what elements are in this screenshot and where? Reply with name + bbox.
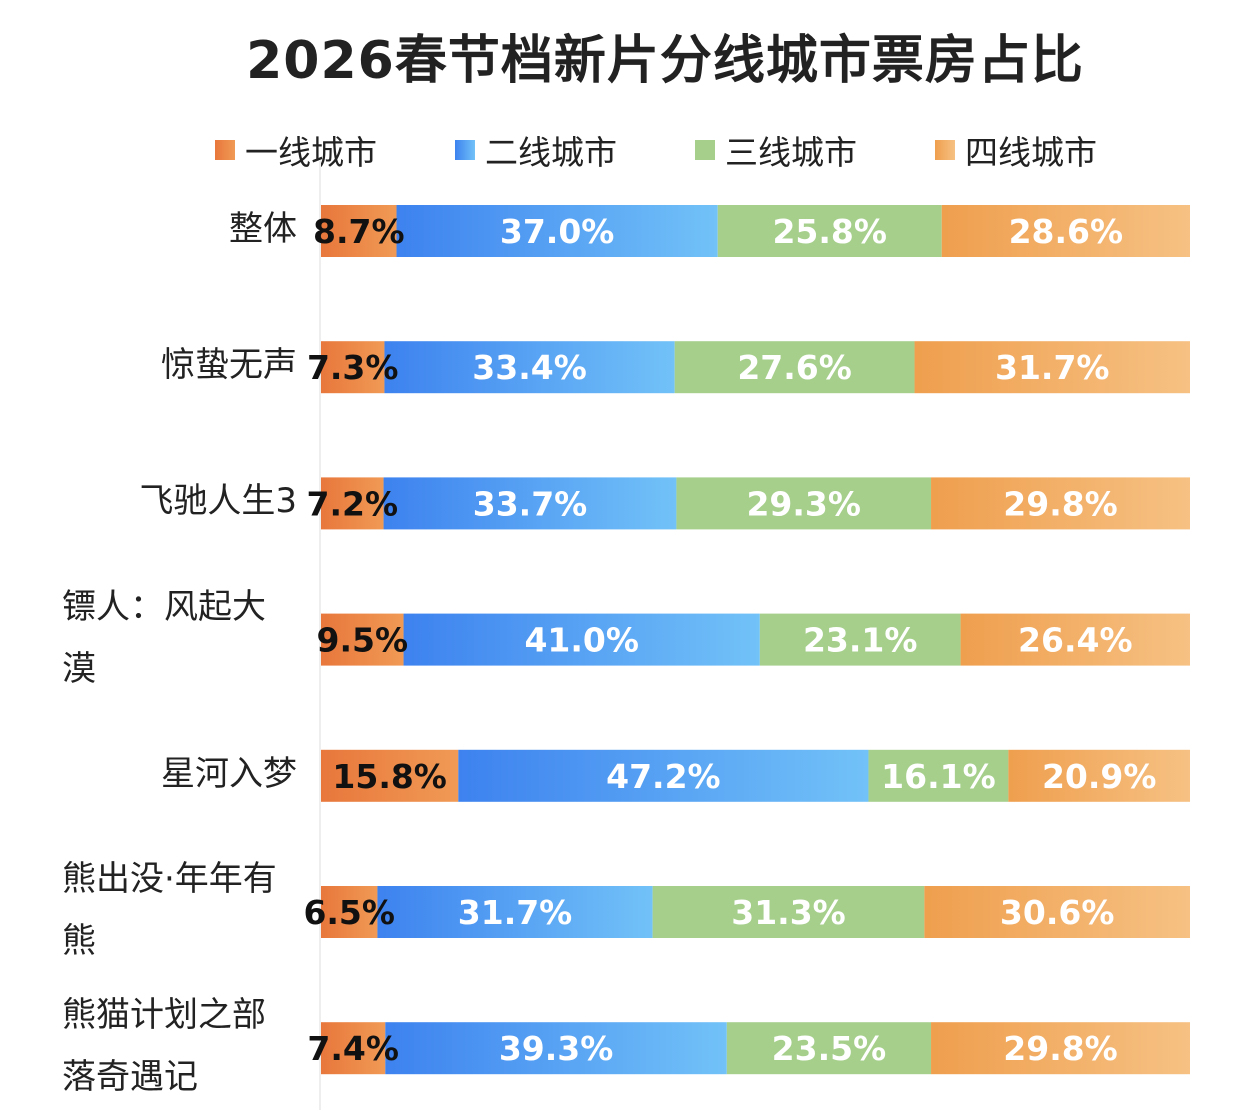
bar-segment [674,341,915,394]
data-label: 9.5% [317,621,409,660]
legend: 一线城市 二线城市 三线城市 四线城市 [215,126,1175,174]
category-label-text: 星河入梦 [161,753,297,794]
legend-label: 三线城市 [725,133,857,172]
bar-segment [321,341,385,394]
bar-segment [377,886,653,938]
chart-title: 2026春节档新片分线城市票房占比 [246,31,1084,91]
bar-segment [960,613,1190,666]
legend-label: 二线城市 [485,133,617,172]
data-label: 30.6% [1000,893,1115,932]
category-label-text: 镖人：风起大漠 [62,586,266,689]
category-label: 熊猫计划之部落奇遇记 [62,984,297,1108]
data-label: 33.7% [473,484,588,523]
data-label: 29.3% [746,484,861,523]
data-label: 7.4% [307,1029,399,1068]
bar-segment [321,886,378,938]
data-label: 31.3% [731,893,846,932]
legend-item: 二线城市 [455,126,695,174]
legend-swatch [695,140,715,160]
data-label: 23.1% [803,621,918,660]
data-label: 15.8% [332,757,447,796]
category-label-text: 整体 [229,209,297,249]
category-label: 惊蛰无声 [62,334,297,396]
bar-segment [321,749,459,802]
category-label-text: 熊出没·年年有熊 [62,859,277,961]
data-label: 20.9% [1042,757,1157,796]
data-label: 6.5% [303,893,395,932]
bar-segment [458,749,869,802]
bar-segment [868,749,1009,802]
category-label: 整体 [62,198,297,260]
data-label: 7.3% [307,348,399,387]
legend-swatch [455,140,475,160]
data-label: 25.8% [772,212,887,251]
data-label: 31.7% [995,348,1110,387]
legend-item: 三线城市 [695,126,935,174]
bar-segment [652,886,925,938]
category-label-text: 飞驰人生3 [139,481,297,522]
data-label: 29.8% [1003,484,1118,523]
bar-segment [403,613,760,666]
category-label-text: 熊猫计划之部落奇遇记 [62,995,266,1098]
data-label: 23.5% [772,1029,887,1068]
data-label: 7.2% [307,484,399,523]
data-label: 37.0% [500,212,615,251]
legend-swatch [215,140,235,160]
data-label: 28.6% [1009,212,1124,251]
data-label: 31.7% [458,893,573,932]
legend-swatch [935,140,955,160]
data-label: 27.6% [737,348,852,387]
bar-segment [385,1022,727,1075]
bar-segment [321,477,384,530]
bar-segment [321,613,404,666]
bar-segment [726,1022,932,1075]
bar-segment [396,205,718,257]
category-label: 飞驰人生3 [62,470,297,532]
data-label: 8.7% [313,212,405,251]
data-label: 41.0% [524,621,639,660]
data-label: 16.1% [881,757,996,796]
data-label: 39.3% [499,1029,614,1068]
bar-segment [941,205,1190,257]
legend-item: 一线城市 [215,126,455,174]
bar-segment [931,1022,1190,1075]
bar-segment [759,613,961,666]
category-label-text: 惊蛰无声 [161,345,297,386]
bar-segment [924,886,1190,938]
legend-item: 四线城市 [935,126,1175,174]
bar-segment [676,477,932,530]
data-label: 29.8% [1003,1029,1118,1068]
bar-segment [717,205,942,257]
bar-segment [321,205,397,257]
bar-segment [931,477,1190,530]
data-label: 47.2% [606,757,721,796]
category-label: 熊出没·年年有熊 [62,848,297,972]
bar-segment [914,341,1190,394]
bar-segment [384,341,675,394]
bar-segment [1008,749,1190,802]
category-axis-line [319,160,321,1110]
legend-label: 一线城市 [245,133,377,172]
data-label: 33.4% [472,348,587,387]
legend-label: 四线城市 [965,133,1097,172]
bar-segment [321,1022,386,1075]
category-label: 星河入梦 [62,743,297,805]
category-label: 镖人：风起大漠 [62,576,297,700]
data-label: 26.4% [1018,621,1133,660]
bar-segment [383,477,677,530]
